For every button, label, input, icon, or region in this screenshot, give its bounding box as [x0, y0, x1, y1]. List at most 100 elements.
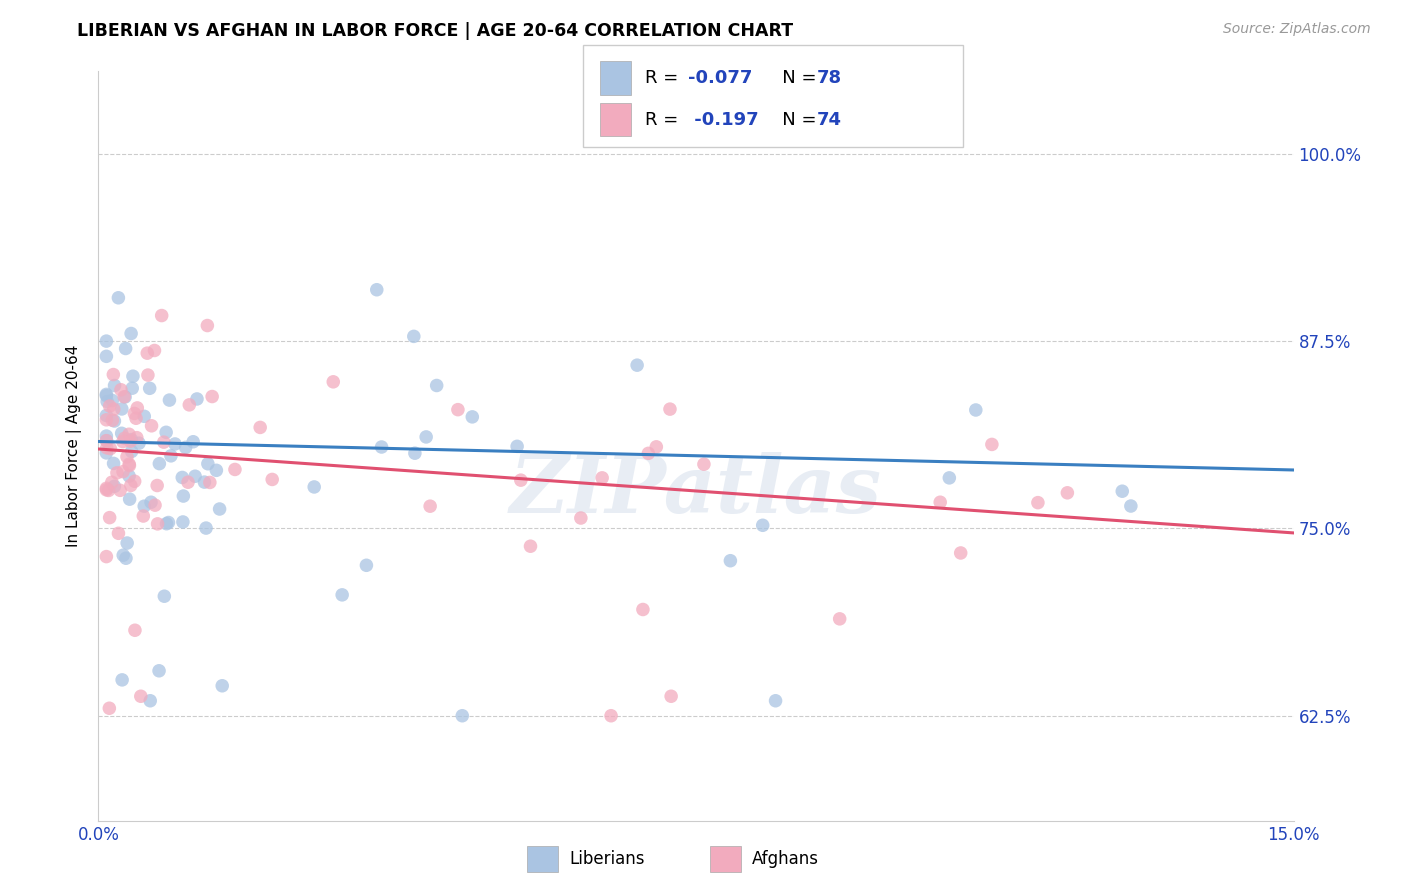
Point: [195, 521, 218, 535]
Text: ZIPatlas: ZIPatlas: [510, 452, 882, 530]
Point: [96, 434, 118, 448]
Point: [103, 457, 125, 471]
Point: [155, 425, 177, 440]
Point: [193, 475, 215, 489]
Point: [356, 558, 378, 573]
Point: [195, 318, 218, 333]
Point: [751, 518, 773, 533]
Point: [186, 392, 208, 406]
Point: [150, 309, 173, 323]
Point: [600, 708, 623, 723]
Text: Source: ZipAtlas.com: Source: ZipAtlas.com: [1223, 22, 1371, 37]
Point: [129, 690, 152, 704]
Text: R =: R =: [645, 111, 685, 128]
Point: [631, 602, 654, 616]
Point: [105, 466, 128, 480]
Point: [120, 433, 142, 447]
Text: LIBERIAN VS AFGHAN IN LABOR FORCE | AGE 20-64 CORRELATION CHART: LIBERIAN VS AFGHAN IN LABOR FORCE | AGE …: [77, 22, 793, 40]
Point: [114, 390, 136, 404]
Point: [96, 446, 118, 460]
Point: [98, 510, 121, 524]
Point: [1026, 495, 1049, 509]
Point: [118, 427, 141, 442]
Point: [591, 471, 613, 485]
Point: [96, 434, 118, 448]
Point: [103, 414, 125, 428]
Point: [118, 492, 141, 507]
Point: [177, 475, 200, 490]
Point: [148, 457, 170, 471]
Point: [120, 478, 142, 492]
Point: [693, 457, 716, 471]
Point: [938, 471, 960, 485]
Point: [103, 479, 125, 493]
Point: [659, 402, 682, 417]
Point: [96, 549, 118, 564]
Point: [249, 420, 271, 434]
Point: [107, 291, 129, 305]
Point: [322, 375, 344, 389]
Point: [138, 381, 160, 395]
Point: [120, 434, 142, 449]
Point: [134, 499, 156, 513]
Point: [115, 450, 138, 464]
Text: -0.077: -0.077: [688, 69, 752, 87]
Point: [461, 409, 484, 424]
Point: [949, 546, 972, 560]
Point: [125, 411, 148, 425]
Point: [124, 407, 146, 421]
Point: [172, 515, 194, 529]
Point: [402, 329, 425, 343]
Point: [179, 398, 201, 412]
Point: [143, 343, 166, 358]
Point: [929, 495, 952, 509]
Point: [965, 403, 987, 417]
Y-axis label: In Labor Force | Age 20-64: In Labor Force | Age 20-64: [66, 345, 83, 547]
Point: [124, 624, 146, 638]
Point: [115, 536, 138, 550]
Point: [96, 483, 118, 497]
Point: [103, 402, 125, 417]
Point: [96, 389, 118, 403]
Point: [828, 612, 851, 626]
Point: [980, 437, 1002, 451]
Point: [108, 483, 131, 498]
Point: [139, 495, 162, 509]
Point: [111, 434, 134, 449]
Point: [98, 442, 121, 456]
Point: [112, 548, 135, 562]
Point: [506, 439, 529, 453]
Point: [447, 402, 470, 417]
Text: 74: 74: [817, 111, 842, 128]
Text: R =: R =: [645, 69, 685, 87]
Point: [765, 694, 787, 708]
Point: [157, 516, 180, 530]
Point: [96, 409, 118, 423]
Point: [159, 393, 181, 408]
Point: [111, 465, 134, 479]
Text: 78: 78: [817, 69, 842, 87]
Point: [415, 430, 437, 444]
Point: [148, 664, 170, 678]
Text: N =: N =: [765, 69, 823, 87]
Point: [153, 589, 176, 603]
Point: [110, 383, 132, 397]
Point: [101, 393, 124, 408]
Point: [184, 469, 207, 483]
Point: [121, 381, 143, 395]
Point: [98, 399, 121, 413]
Point: [163, 437, 186, 451]
Point: [141, 418, 163, 433]
Text: Liberians: Liberians: [569, 850, 645, 868]
Point: [718, 554, 741, 568]
Point: [118, 469, 141, 483]
Point: [451, 708, 474, 723]
Point: [112, 390, 135, 404]
Point: [330, 588, 353, 602]
Point: [569, 511, 592, 525]
Point: [96, 349, 118, 363]
Point: [366, 283, 388, 297]
Point: [262, 472, 284, 486]
Point: [426, 378, 449, 392]
Point: [172, 489, 194, 503]
